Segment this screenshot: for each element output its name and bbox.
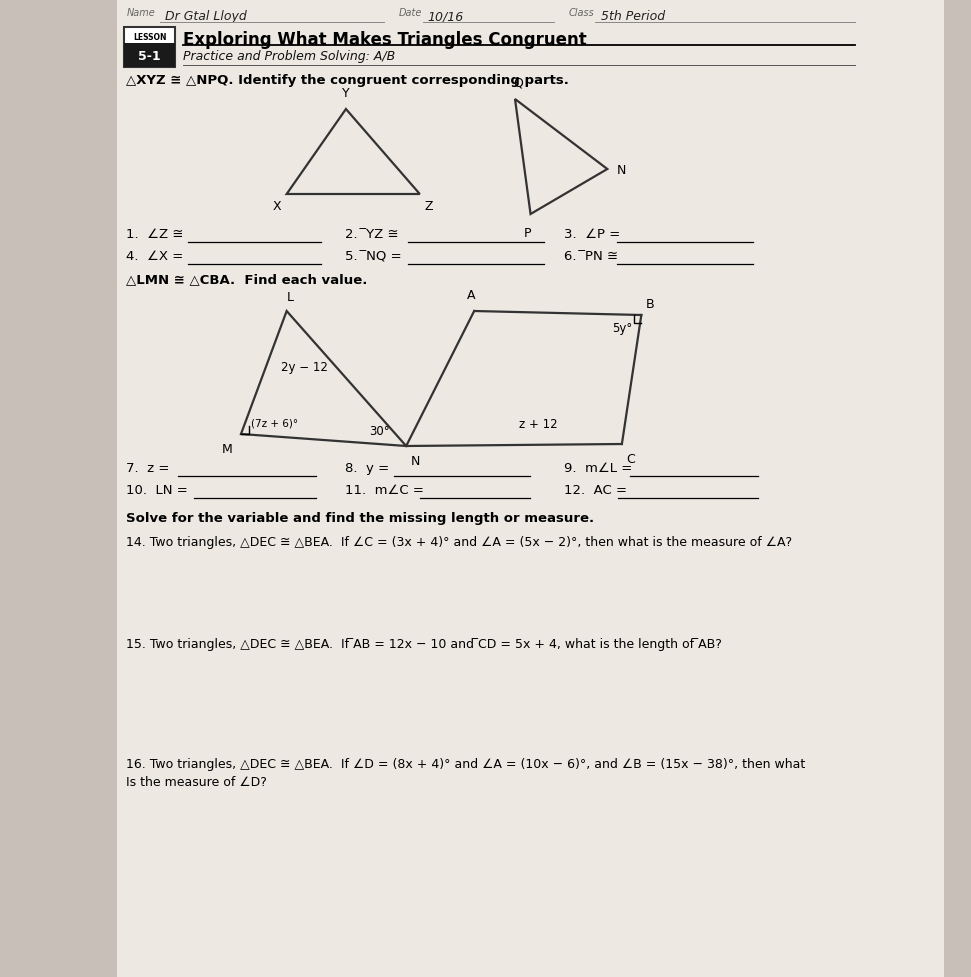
Text: B: B bbox=[646, 298, 654, 311]
Text: Date: Date bbox=[398, 8, 421, 18]
Text: 16. Two triangles, △DEC ≅ △BEA.  If ∠D = (8x + 4)° and ∠A = (10x − 6)°, and ∠B =: 16. Two triangles, △DEC ≅ △BEA. If ∠D = … bbox=[126, 757, 806, 770]
Text: (7z + 6)°: (7z + 6)° bbox=[251, 418, 298, 429]
Text: 15. Two triangles, △DEC ≅ △BEA.  If ̅AB = 12x − 10 and ̅CD = 5x + 4, what is the: 15. Two triangles, △DEC ≅ △BEA. If ̅AB =… bbox=[126, 637, 722, 651]
FancyBboxPatch shape bbox=[117, 0, 944, 977]
Text: X: X bbox=[273, 199, 282, 213]
Text: Y: Y bbox=[342, 87, 350, 100]
Text: 12.  AC =: 12. AC = bbox=[563, 484, 626, 496]
Text: 10/16: 10/16 bbox=[427, 10, 464, 23]
Text: 9.  m∠L =: 9. m∠L = bbox=[563, 461, 632, 475]
Text: 4.  ∠X =: 4. ∠X = bbox=[126, 250, 184, 263]
Text: Dr Gtal Lloyd: Dr Gtal Lloyd bbox=[165, 10, 247, 23]
Text: M: M bbox=[222, 443, 233, 455]
Text: z + 12: z + 12 bbox=[519, 417, 557, 431]
Text: △LMN ≅ △CBA.  Find each value.: △LMN ≅ △CBA. Find each value. bbox=[126, 273, 368, 285]
Text: A: A bbox=[467, 289, 476, 302]
Text: L: L bbox=[287, 291, 294, 304]
Text: N: N bbox=[617, 163, 626, 176]
Text: Name: Name bbox=[126, 8, 155, 18]
Text: Z: Z bbox=[424, 199, 433, 213]
Text: Is the measure of ∠D?: Is the measure of ∠D? bbox=[126, 775, 267, 788]
Text: 2y − 12: 2y − 12 bbox=[282, 361, 328, 374]
Text: Exploring What Makes Triangles Congruent: Exploring What Makes Triangles Congruent bbox=[183, 31, 586, 49]
Text: 3.  ∠P =: 3. ∠P = bbox=[563, 228, 619, 240]
Text: 2.  ̅YZ ≅: 2. ̅YZ ≅ bbox=[345, 228, 398, 240]
Text: 5-1: 5-1 bbox=[138, 51, 161, 64]
Text: N: N bbox=[411, 454, 420, 468]
Text: 1.  ∠Z ≅: 1. ∠Z ≅ bbox=[126, 228, 184, 240]
FancyBboxPatch shape bbox=[124, 28, 175, 68]
Text: 5y°: 5y° bbox=[612, 321, 632, 335]
Text: 5.  ̅NQ =: 5. ̅NQ = bbox=[345, 250, 402, 263]
Text: 14. Two triangles, △DEC ≅ △BEA.  If ∠C = (3x + 4)° and ∠A = (5x − 2)°, then what: 14. Two triangles, △DEC ≅ △BEA. If ∠C = … bbox=[126, 535, 792, 548]
Text: Q: Q bbox=[513, 77, 522, 90]
Text: P: P bbox=[524, 227, 531, 239]
Text: Solve for the variable and find the missing length or measure.: Solve for the variable and find the miss… bbox=[126, 512, 594, 525]
Text: 11.  m∠C =: 11. m∠C = bbox=[345, 484, 423, 496]
Text: 30°: 30° bbox=[369, 425, 390, 438]
Text: 5th Period: 5th Period bbox=[600, 10, 664, 23]
Text: Class: Class bbox=[568, 8, 594, 18]
Text: LESSON: LESSON bbox=[133, 32, 166, 41]
Text: 8.  y =: 8. y = bbox=[345, 461, 389, 475]
FancyBboxPatch shape bbox=[124, 44, 175, 68]
Text: △XYZ ≅ △NPQ. Identify the congruent corresponding parts.: △XYZ ≅ △NPQ. Identify the congruent corr… bbox=[126, 74, 569, 87]
Text: 6.  ̅PN ≅: 6. ̅PN ≅ bbox=[563, 250, 618, 263]
Text: 10.  LN =: 10. LN = bbox=[126, 484, 188, 496]
Text: C: C bbox=[626, 452, 635, 465]
Text: 7.  z =: 7. z = bbox=[126, 461, 170, 475]
Text: Practice and Problem Solving: A/B: Practice and Problem Solving: A/B bbox=[183, 50, 395, 63]
